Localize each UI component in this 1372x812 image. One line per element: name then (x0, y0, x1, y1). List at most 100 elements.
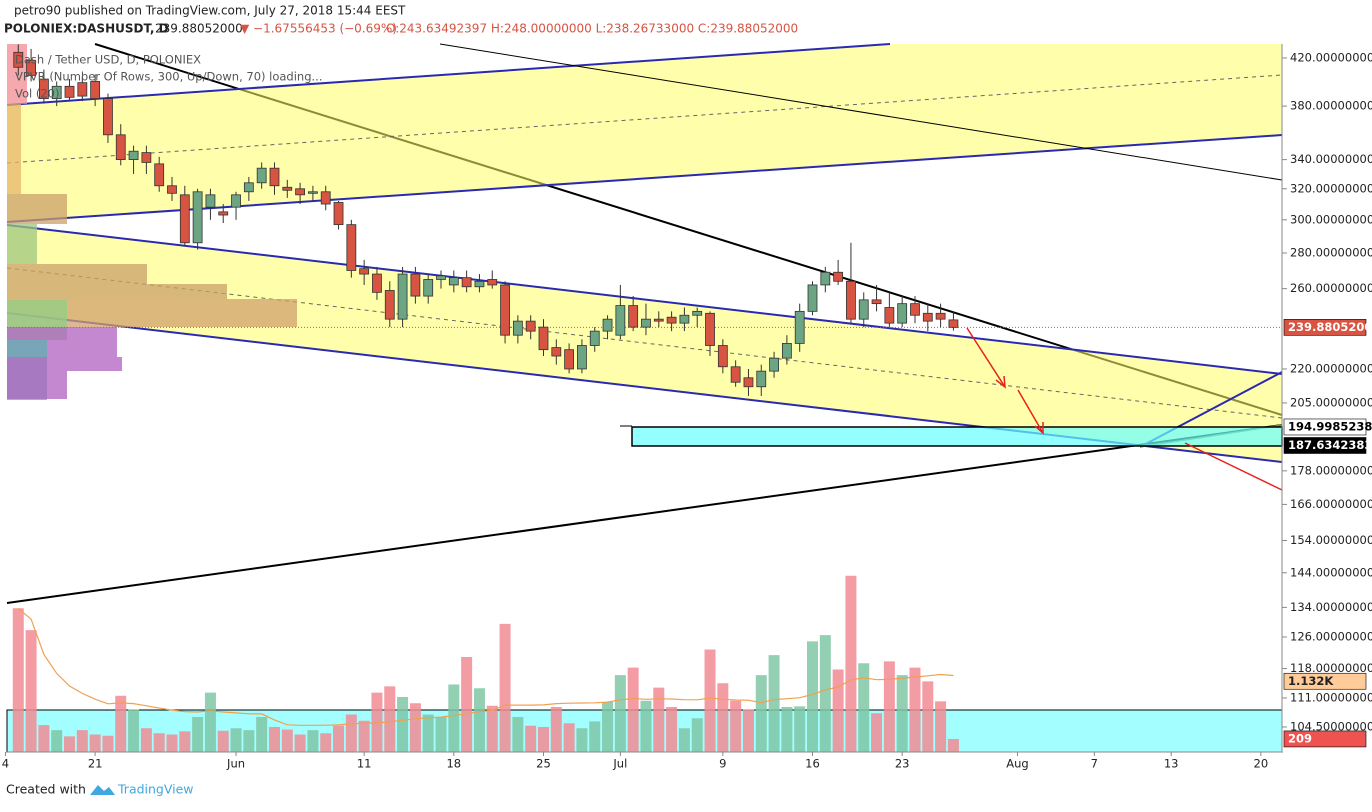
y-tick-label: 104.50000000 (1290, 719, 1372, 733)
x-tick-label: 20 (1254, 757, 1269, 771)
channel-line (6, 134, 1283, 223)
candle-body (538, 326, 549, 351)
volume-bar (602, 702, 614, 752)
volume-bar (38, 725, 50, 752)
candle-body (115, 134, 126, 161)
volume-bar (12, 608, 24, 752)
volume-bar (64, 736, 76, 752)
legend-indicator: VPVR (Number Of Rows, 300, Up/Down, 70) … (15, 70, 322, 84)
data (7, 44, 1282, 752)
volume-bar (243, 730, 255, 752)
volume-bar (550, 707, 562, 752)
candle-body (602, 318, 613, 332)
candle-body (103, 98, 113, 136)
y-tick-label: 420.00000000 (1290, 50, 1372, 64)
volume-bar (153, 733, 165, 752)
volume-bar (384, 686, 396, 752)
candle-body (154, 163, 165, 187)
candle-body (884, 307, 895, 324)
volume-bar (537, 727, 549, 752)
legend-series: Dash / Tether USD, D, POLONIEX (15, 53, 201, 67)
candle-body (410, 273, 421, 297)
x-tick-label: 11 (357, 757, 372, 771)
profile-bar (7, 357, 122, 371)
trend-line (439, 43, 1283, 181)
candle-body (38, 78, 49, 99)
candle-body (679, 314, 690, 324)
volume-bar (589, 721, 601, 752)
price-tag-label: 209 (1288, 731, 1312, 745)
volume-bar (204, 692, 216, 752)
candle-body (333, 202, 344, 226)
candle-body (397, 273, 408, 320)
volume-bar (755, 675, 767, 752)
candle-body (320, 191, 331, 205)
symbol: POLONIEX:DASHUSDT, D (4, 22, 169, 36)
volume-bar (473, 688, 485, 752)
volume-bar (525, 725, 537, 752)
candle-body (525, 320, 536, 332)
candle-body (359, 268, 370, 275)
volume-bar (435, 717, 447, 752)
volume-bar (768, 655, 780, 752)
y-tick-label: 154.00000000 (1290, 533, 1372, 547)
arrow-head (995, 375, 1006, 389)
volume-bar (333, 725, 345, 752)
candle-body (90, 81, 101, 99)
volume-bar (653, 687, 665, 752)
x-tick-label: 18 (446, 757, 461, 771)
x-tick-label: Jul (612, 757, 627, 771)
candle-body (628, 305, 639, 328)
candle-body (384, 290, 395, 320)
target-zone (631, 426, 1283, 447)
volume-bar (307, 730, 319, 752)
candle-body (512, 320, 523, 336)
candle-body (794, 310, 805, 344)
candle-body (615, 305, 626, 336)
arrow (966, 327, 1006, 388)
volume-bar (896, 675, 908, 752)
channel-line (6, 224, 1283, 375)
candle-body (769, 357, 779, 372)
volume-bar (512, 717, 524, 752)
y-tick-label: 134.00000000 (1290, 600, 1372, 614)
volume-bar (51, 730, 63, 752)
profile-bar (7, 224, 37, 264)
volume-bar (640, 700, 652, 752)
candle-body (179, 194, 190, 244)
candle-body (308, 191, 318, 194)
candle-body (26, 59, 36, 76)
y-tick-label: 280.00000000 (1290, 245, 1372, 259)
price-tag (1283, 418, 1367, 436)
candle-body (269, 167, 280, 187)
y-tick-label: 126.00000000 (1290, 629, 1372, 643)
volume-bar (89, 734, 101, 752)
y-tick-label: 178.00000000 (1290, 463, 1372, 477)
volume-bar (614, 675, 626, 752)
volume-bar (871, 713, 883, 752)
logo (90, 785, 115, 795)
candle-body (858, 299, 869, 320)
change: ▼ −1.67556453 (−0.69%) (240, 22, 397, 36)
arrow (1017, 389, 1044, 434)
y-tick-label: 260.00000000 (1290, 281, 1372, 295)
profile-bar (7, 104, 21, 194)
volume-ma (17, 607, 954, 726)
volume-bar (819, 635, 831, 752)
volume-bar (717, 683, 729, 752)
volume-bar (166, 734, 178, 752)
volume-bar (294, 734, 306, 752)
y-tick-label: 205.00000000 (1290, 395, 1372, 409)
candle-body (730, 366, 741, 383)
volume-bar (704, 649, 716, 752)
candle-body (295, 188, 305, 196)
volume-bar (461, 657, 473, 752)
candle-body (436, 275, 446, 280)
candle-body (141, 152, 152, 163)
y-tick-label: 166.00000000 (1290, 497, 1372, 511)
drawings-front (966, 327, 1283, 491)
footer-brand[interactable]: TradingView (117, 782, 194, 797)
x-tick-label: 7 (1091, 757, 1098, 771)
